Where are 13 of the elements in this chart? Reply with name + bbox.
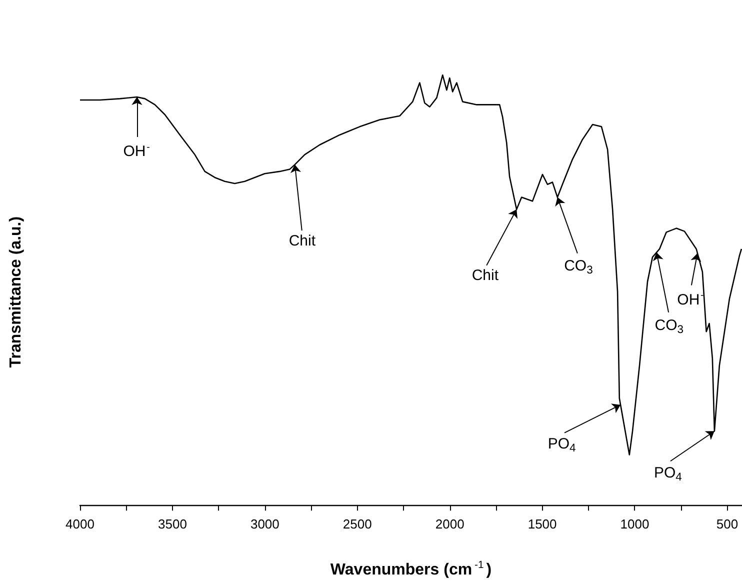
x-tick-label: 1000 — [620, 516, 650, 532]
x-tick-label: 1500 — [528, 516, 557, 532]
x-tick-label: 3000 — [250, 516, 280, 532]
x-tick-label: 3500 — [158, 516, 187, 532]
annotation: OH- — [123, 142, 150, 160]
x-tick-label: 4000 — [66, 516, 94, 532]
annotation: OH- — [677, 290, 704, 308]
x-tick-label: 500 — [716, 516, 738, 532]
annotation: Chit — [288, 232, 316, 250]
y-axis-title: Transmittance (a.u.) — [8, 216, 24, 368]
x-tick-label: 2000 — [435, 516, 464, 532]
annotation: Chit — [472, 266, 500, 284]
x-tick-label: 2500 — [342, 516, 372, 532]
